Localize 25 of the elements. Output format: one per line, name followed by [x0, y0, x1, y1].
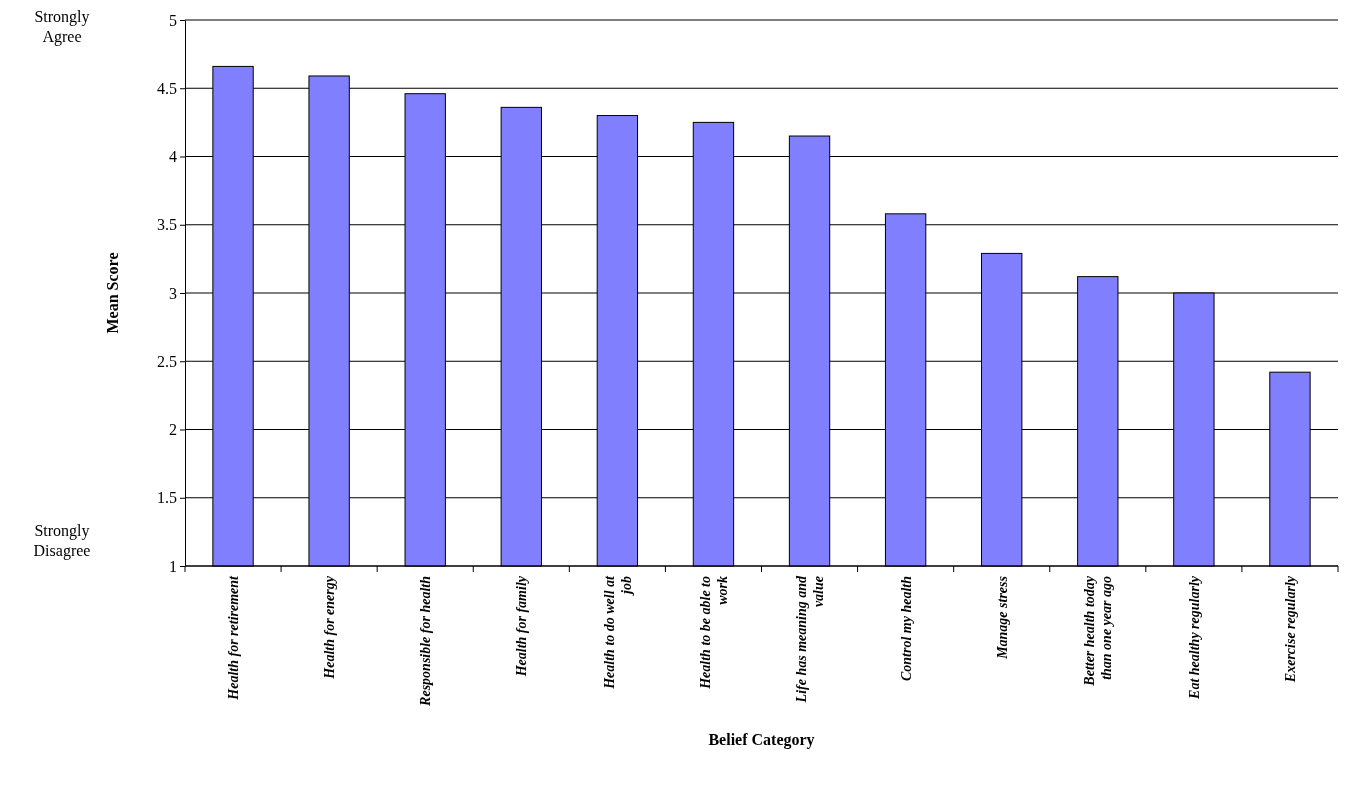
- y-tick-label: 4: [169, 148, 177, 166]
- y-tick-label: 1: [169, 557, 177, 575]
- x-tick-label: Responsible for health: [418, 575, 434, 707]
- y-tick-label: 2.5: [157, 352, 177, 370]
- y-tick-label: 1.5: [157, 489, 177, 507]
- y-tick-label: 4.5: [157, 79, 177, 97]
- x-tick-label: Health for retirement: [226, 574, 242, 701]
- x-tick-label: Manage stress: [994, 575, 1010, 660]
- x-tick-label: Exercise regularly: [1282, 575, 1298, 684]
- x-tick-label: Health to be able to work: [697, 576, 730, 690]
- y-axis-title: Mean Score: [104, 252, 121, 334]
- text: Strongly Agree: [34, 8, 90, 46]
- x-tick-label: Health to do well at job: [601, 574, 634, 690]
- x-axis-title: Belief Category: [708, 731, 815, 749]
- y-tick-label: 3: [169, 284, 177, 302]
- x-tick-label: Life has meaning and value: [794, 575, 827, 704]
- x-tick-label: Control my health: [898, 575, 914, 682]
- y-tick-label: 5: [169, 11, 177, 29]
- x-tick-label: Health for energy: [322, 575, 338, 680]
- x-tick-label: Health for family: [514, 575, 530, 678]
- x-tick-label: Better health today than one year ago: [1082, 575, 1115, 687]
- text: Strongly Disagree: [33, 522, 91, 560]
- x-tick-label: Eat healthy regularly: [1186, 575, 1202, 700]
- y-tick-label: 2: [169, 421, 177, 439]
- y-tick-label: 3.5: [157, 216, 177, 234]
